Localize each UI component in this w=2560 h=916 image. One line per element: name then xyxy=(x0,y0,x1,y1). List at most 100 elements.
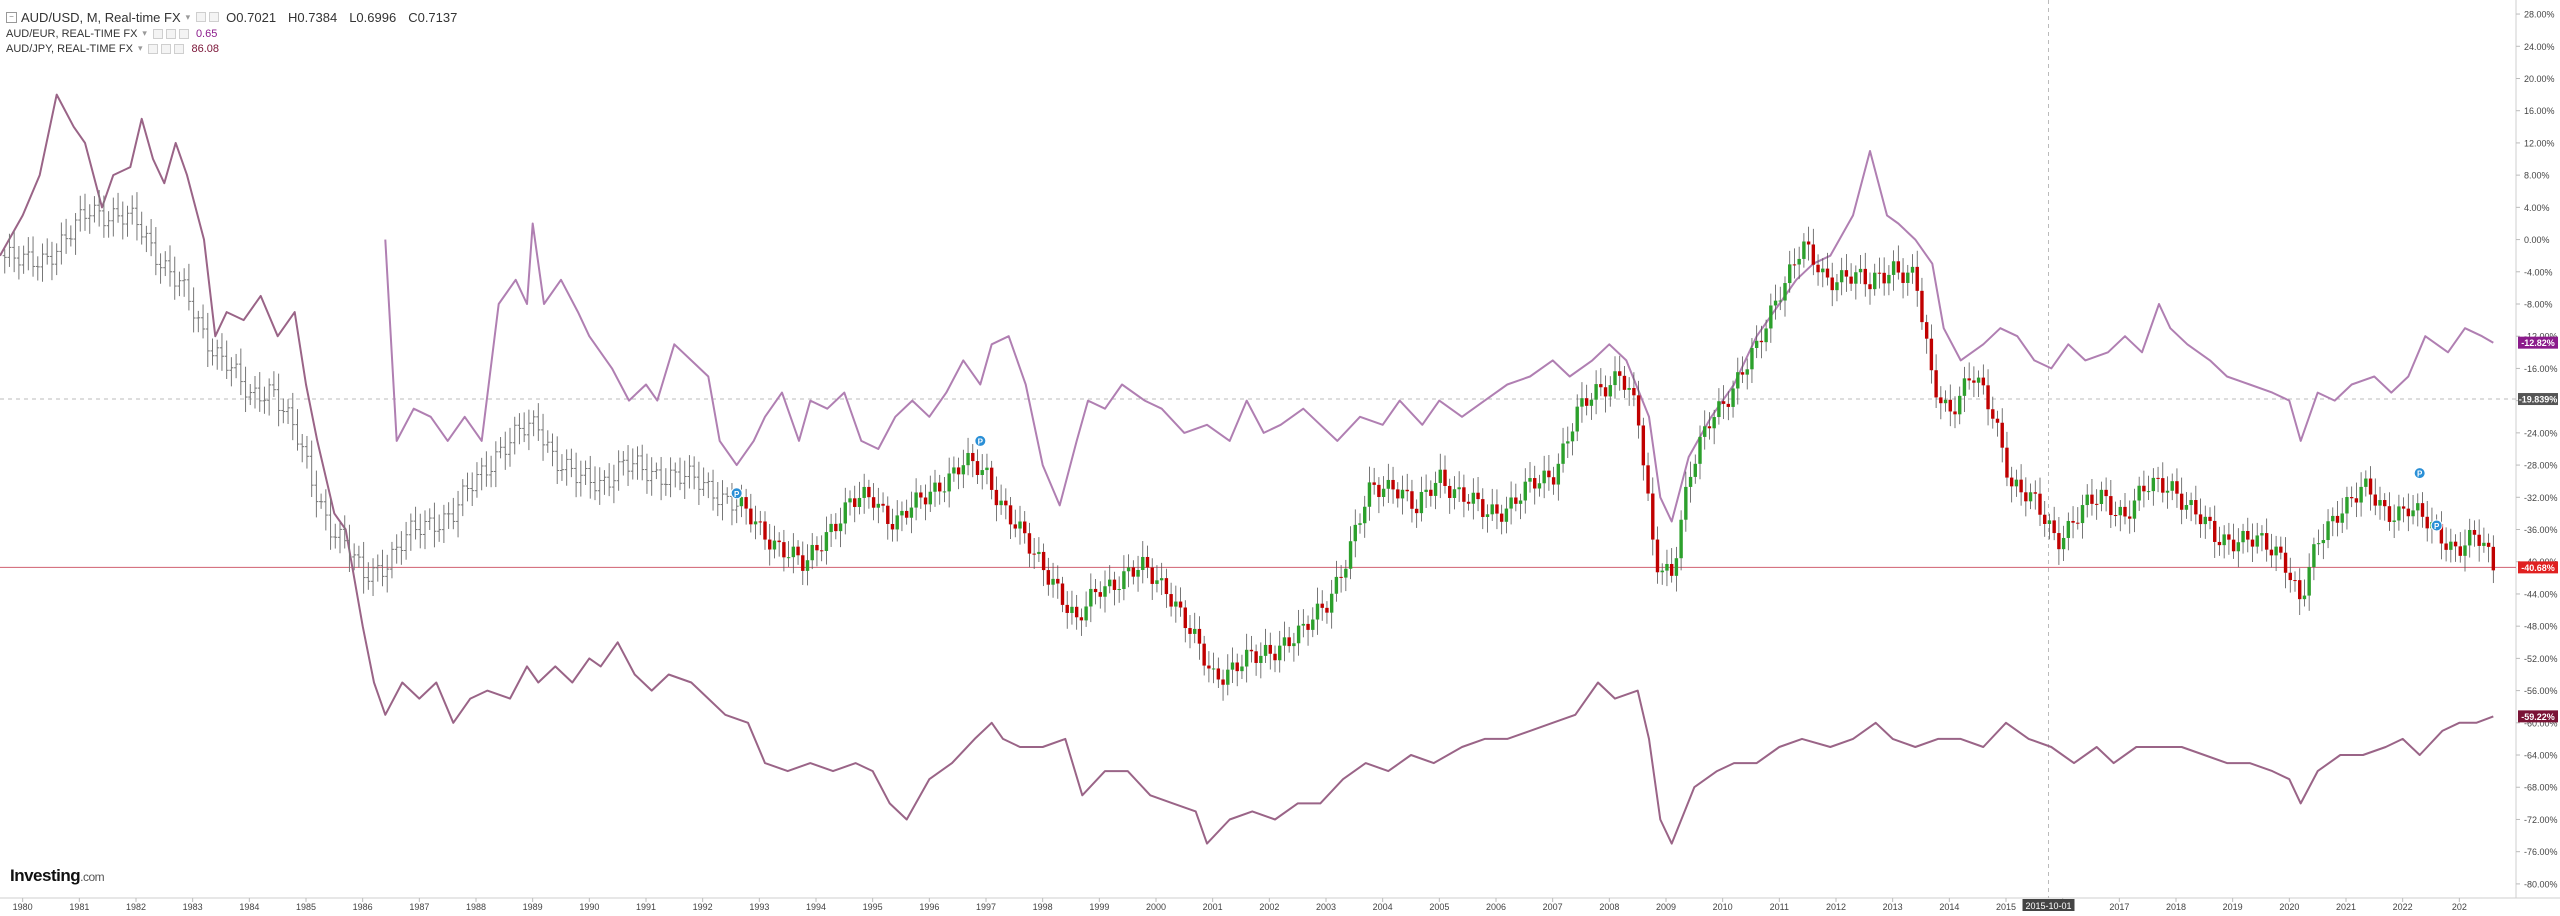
candle-body xyxy=(1363,506,1367,524)
candle-body xyxy=(1240,666,1244,672)
y-tick-label: -64.00% xyxy=(2524,751,2558,761)
y-tick-label: -8.00% xyxy=(2524,300,2553,310)
candle-body xyxy=(1254,651,1258,663)
candle-body xyxy=(1953,411,1957,415)
candle-body xyxy=(2038,493,2042,515)
candle-body xyxy=(1443,469,1447,486)
x-tick-label: 2014 xyxy=(1939,902,1959,911)
legend-main-symbol[interactable]: AUD/USD, M, Real-time FX xyxy=(21,9,181,25)
settings-control-icon[interactable] xyxy=(196,12,207,22)
candle-body xyxy=(1589,399,1594,406)
candle-body xyxy=(2080,505,2085,524)
legend-compare-symbol[interactable]: AUD/JPY, REAL-TIME FX xyxy=(6,42,133,55)
candle-body xyxy=(1216,668,1221,680)
visibility-control-icon[interactable] xyxy=(148,43,159,54)
candle-body xyxy=(1032,553,1036,555)
x-tick-label: 2012 xyxy=(1826,902,1846,911)
x-tick-label: 2009 xyxy=(1656,902,1676,911)
y-tick-label: -24.00% xyxy=(2524,428,2558,438)
chevron-down-icon[interactable]: ▾ xyxy=(185,11,191,22)
legend-main-row[interactable]: − AUD/USD, M, Real-time FX ▾ O0.7021 H0.… xyxy=(6,8,465,26)
candle-body xyxy=(1490,504,1494,515)
chevron-down-icon[interactable]: ▾ xyxy=(137,43,143,53)
candle-body xyxy=(1929,338,1934,371)
candle-body xyxy=(2279,546,2283,553)
candle-body xyxy=(2132,500,2137,519)
candle-body xyxy=(1679,519,1683,559)
candle-body xyxy=(1060,583,1065,605)
collapse-legend-icon[interactable]: − xyxy=(6,11,17,23)
visibility-control-icon[interactable] xyxy=(152,28,163,39)
candle-body xyxy=(2364,478,2368,487)
settings-control-icon[interactable] xyxy=(161,43,172,54)
candle-body xyxy=(2307,567,2311,596)
candle-body xyxy=(1452,489,1457,498)
candle-body xyxy=(1037,551,1041,555)
candle-body xyxy=(1117,589,1121,591)
brand-domain: .com xyxy=(80,870,105,884)
candle-body xyxy=(2331,515,2335,522)
candle-body xyxy=(2009,477,2014,487)
candle-body xyxy=(1995,418,2000,423)
candle-body xyxy=(966,452,970,466)
candle-body xyxy=(2113,515,2118,517)
candle-body xyxy=(1381,488,1386,497)
candle-body xyxy=(1183,607,1187,629)
candle-body xyxy=(1646,465,1650,494)
legend-compare-symbol[interactable]: AUD/EUR, REAL-TIME FX xyxy=(6,27,138,40)
candle-body xyxy=(1745,369,1749,375)
event-marker-icon xyxy=(730,487,743,500)
legend-compare-row-jpy[interactable]: AUD/JPY, REAL-TIME FX ▾ 86.08 xyxy=(6,41,465,56)
x-tick-label: 1999 xyxy=(1089,902,1109,911)
close-control-icon[interactable] xyxy=(174,43,185,54)
crosshair-value-badge-bg xyxy=(2518,393,2558,406)
candle-body xyxy=(2439,524,2444,544)
candle-body xyxy=(744,497,748,509)
settings-control-icon[interactable] xyxy=(165,28,176,39)
candle-body xyxy=(1296,625,1301,644)
candle-body xyxy=(1712,417,1716,429)
candle-body xyxy=(1773,300,1778,306)
candle-body xyxy=(1688,476,1693,487)
candle-body xyxy=(1821,268,1825,273)
x-tick-label: 2003 xyxy=(1316,902,1336,911)
last-value-badge-aud-eur-bg xyxy=(2518,336,2558,349)
candle-body xyxy=(1448,485,1452,498)
x-tick-label: 1993 xyxy=(749,902,769,911)
candle-body xyxy=(1466,501,1471,504)
candle-body xyxy=(2071,520,2075,523)
event-marker-label: P xyxy=(2417,470,2423,479)
candle-body xyxy=(2383,500,2387,507)
x-tick-label: 2006 xyxy=(1486,902,1506,911)
candle-body xyxy=(1622,375,1627,390)
candle-body xyxy=(1551,477,1556,485)
candle-body xyxy=(2359,486,2363,503)
candle-body xyxy=(1920,290,1924,323)
candle-body xyxy=(1976,377,1981,383)
x-tick-label: 2018 xyxy=(2166,902,2186,911)
candle-body xyxy=(1325,607,1329,613)
x-tick-label: 1994 xyxy=(806,902,826,911)
candle-body xyxy=(1433,482,1438,496)
candle-body xyxy=(1278,645,1282,661)
last-value-badge-aud-jpy: -59.22% xyxy=(2521,712,2555,722)
candle-body xyxy=(1613,371,1617,386)
candle-body xyxy=(1726,403,1731,407)
x-tick-label: 2002 xyxy=(1259,902,1279,911)
close-control-icon[interactable] xyxy=(178,28,189,39)
chevron-down-icon[interactable]: ▾ xyxy=(142,28,147,38)
candle-body xyxy=(1632,388,1636,396)
close-control-icon[interactable] xyxy=(209,12,220,22)
candle-body xyxy=(876,503,881,508)
candle-body xyxy=(1584,398,1589,406)
legend-compare-row-eur[interactable]: AUD/EUR, REAL-TIME FX ▾ 0.65 xyxy=(6,26,465,41)
candle-body xyxy=(1651,493,1655,540)
candle-body xyxy=(1877,272,1882,274)
candle-body xyxy=(1825,268,1830,278)
y-tick-label: 28.00% xyxy=(2524,10,2555,20)
candle-body xyxy=(867,486,871,498)
candle-body xyxy=(834,523,838,532)
candle-body xyxy=(904,510,909,518)
